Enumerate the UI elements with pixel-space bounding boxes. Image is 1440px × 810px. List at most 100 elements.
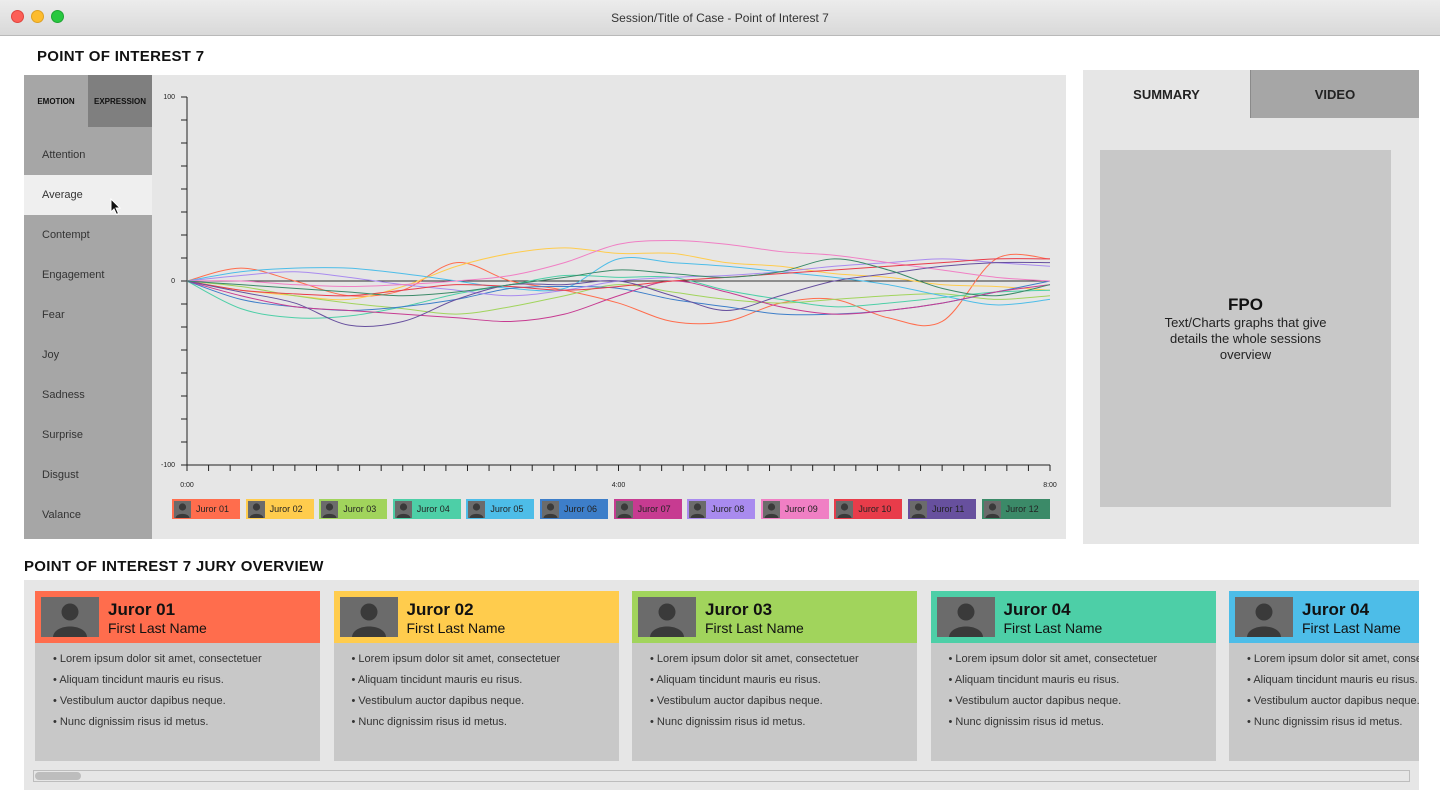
mouse-cursor-icon	[110, 198, 122, 216]
legend-label: Juror 07	[637, 504, 671, 514]
juror-full-name: First Last Name	[1302, 620, 1401, 636]
placeholder-title: FPO	[1228, 294, 1263, 314]
juror-note: Aliquam tincidunt mauris eu risus.	[650, 674, 859, 695]
avatar-icon	[836, 500, 854, 518]
tab-summary[interactable]: SUMMARY	[1083, 70, 1250, 118]
legend-label: Juror 04	[416, 504, 450, 514]
menu-item-sadness[interactable]: Sadness	[42, 389, 85, 401]
series-line	[186, 280, 1051, 323]
y-tick-label: 100	[163, 94, 175, 101]
close-window-button[interactable]	[11, 10, 24, 23]
legend-item[interactable]: Juror 03	[319, 499, 388, 519]
juror-card-header: Juror 01 First Last Name	[35, 591, 320, 643]
juror-note: Nunc dignissim risus id metus.	[352, 716, 561, 737]
overview-title: POINT OF INTEREST 7 JURY OVERVIEW	[24, 558, 324, 575]
legend-item[interactable]: Juror 07	[613, 499, 682, 519]
series-line	[186, 274, 1051, 319]
avatar-icon	[689, 500, 707, 518]
legend-item[interactable]: Juror 06	[540, 499, 608, 519]
juror-full-name: First Last Name	[705, 620, 804, 636]
series-line	[186, 240, 1051, 288]
legend-label: Juror 12	[1005, 504, 1039, 514]
juror-note: Nunc dignissim risus id metus.	[53, 716, 262, 737]
tab-emotion[interactable]: EMOTION	[24, 75, 88, 127]
series-line	[186, 258, 1051, 297]
legend-item[interactable]: Juror 08	[687, 499, 756, 519]
menu-item-joy[interactable]: Joy	[42, 349, 60, 361]
maximize-window-button[interactable]	[51, 10, 64, 23]
legend-label: Juror 02	[269, 504, 303, 514]
legend-label: Juror 11	[932, 504, 965, 514]
menu-item-engagement[interactable]: Engagement	[42, 269, 105, 281]
y-tick-label: 0	[171, 278, 175, 285]
legend-item[interactable]: Juror 05	[466, 499, 535, 519]
avatar-icon	[339, 597, 398, 637]
x-tick-label: 4:00	[612, 482, 626, 489]
juror-notes: Lorem ipsum dolor sit amet, consectetuer…	[1247, 653, 1419, 737]
legend-item[interactable]: Juror 12	[981, 499, 1050, 519]
juror-note: Lorem ipsum dolor sit amet, consectetuer	[352, 653, 560, 674]
summary-placeholder: FPO Text/Charts graphs that give details…	[1100, 150, 1391, 507]
juror-label: Juror 04	[1302, 600, 1370, 619]
avatar-icon	[247, 500, 265, 518]
x-tick-label: 0:00	[180, 482, 194, 489]
juror-note: Vestibulum auctor dapibus neque.	[352, 695, 561, 716]
placeholder-text: Text/Charts graphs that give details the…	[1164, 314, 1327, 362]
legend-item[interactable]: Juror 10	[834, 499, 903, 519]
series-line	[186, 247, 1051, 301]
legend-item[interactable]: Juror 04	[392, 499, 461, 519]
legend-label: Juror 08	[711, 504, 745, 514]
legend-label: Juror 05	[490, 504, 524, 514]
page-title: POINT OF INTEREST 7	[37, 48, 205, 65]
series-line	[186, 257, 1051, 306]
avatar-icon	[41, 597, 99, 637]
tab-expression[interactable]: EXPRESSION	[88, 75, 152, 127]
line-chart: 100 0 -100 0:00 4:00 8:00	[154, 85, 1060, 503]
horizontal-scrollbar[interactable]	[33, 770, 1410, 782]
emotion-chart-panel: EMOTION EXPRESSION Attention Average Conte…	[24, 75, 1066, 539]
avatar-icon	[174, 500, 191, 518]
minimize-window-button[interactable]	[31, 10, 44, 23]
juror-label: Juror 01	[108, 600, 176, 619]
legend-label: Juror 01	[196, 504, 230, 514]
juror-label: Juror 02	[406, 600, 474, 619]
menu-item-average[interactable]: Average	[24, 175, 152, 215]
juror-full-name: First Last Name	[1003, 620, 1103, 636]
legend-label: Juror 10	[858, 504, 892, 514]
juror-notes: Lorem ipsum dolor sit amet, consectetuer…	[650, 653, 859, 737]
scrollbar-thumb[interactable]	[35, 772, 81, 780]
window-titlebar: Session/Title of Case - Point of Interes…	[0, 0, 1440, 36]
series-line	[186, 280, 1051, 315]
avatar-icon	[394, 500, 412, 518]
juror-label: Juror 03	[705, 600, 773, 619]
menu-item-valance[interactable]: Valance	[42, 509, 81, 521]
juror-full-name: First Last Name	[108, 620, 207, 636]
tab-video[interactable]: VIDEO	[1250, 70, 1419, 118]
menu-item-contempt[interactable]: Contempt	[42, 229, 90, 241]
menu-item-fear[interactable]: Fear	[42, 309, 65, 321]
avatar-icon	[1235, 597, 1293, 637]
legend-item[interactable]: Juror 11	[908, 499, 976, 519]
juror-note: Vestibulum auctor dapibus neque.	[949, 695, 1158, 716]
menu-item-disgust[interactable]: Disgust	[42, 469, 79, 481]
juror-note: Nunc dignissim risus id metus.	[949, 716, 1158, 737]
juror-note: Aliquam tincidunt mauris eu risus.	[53, 674, 262, 695]
menu-item-surprise[interactable]: Surprise	[42, 429, 83, 441]
legend-item[interactable]: Juror 02	[245, 499, 314, 519]
menu-item-attention[interactable]: Attention	[42, 149, 86, 161]
juror-note: Aliquam tincidunt mauris eu risus.	[352, 674, 561, 695]
series-line	[186, 253, 1051, 327]
legend-label: Juror 06	[564, 504, 598, 514]
x-tick-label: 8:00	[1043, 482, 1057, 489]
juror-note: Lorem ipsum dolor sit amet, consectetuer	[650, 653, 859, 674]
legend-item[interactable]: Juror 09	[760, 499, 829, 519]
legend-item[interactable]: Juror 01	[172, 499, 240, 519]
juror-label: Juror 04	[1003, 600, 1071, 619]
juror-card-header: Juror 02 First Last Name	[333, 591, 619, 643]
